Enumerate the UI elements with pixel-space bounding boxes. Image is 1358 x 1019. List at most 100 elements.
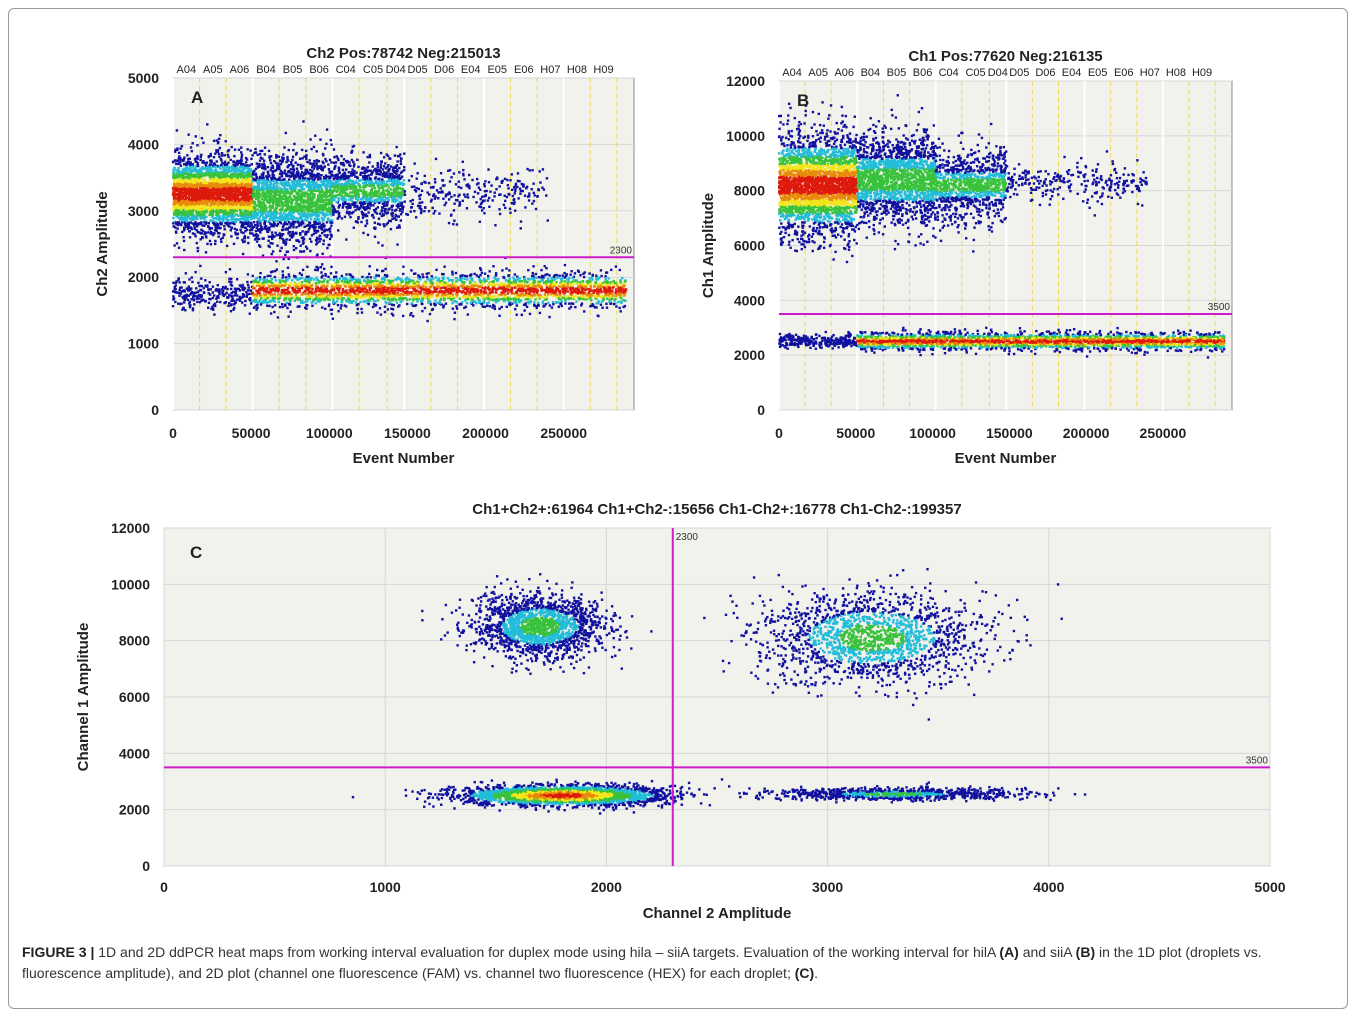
droplet-dot xyxy=(316,168,318,170)
droplet-dot xyxy=(175,162,177,164)
droplet-dot xyxy=(380,152,382,154)
droplet-dot xyxy=(275,214,277,216)
droplet-dot xyxy=(173,200,175,202)
droplet-dot xyxy=(241,226,243,228)
droplet-dot xyxy=(202,142,204,144)
droplet-dot xyxy=(255,168,257,170)
droplet-dot xyxy=(311,170,313,172)
droplet-dot xyxy=(271,165,273,167)
droplet-dot xyxy=(391,218,393,220)
droplet-dot xyxy=(346,188,348,190)
droplet-dot xyxy=(281,184,283,186)
droplet-dot xyxy=(255,187,257,189)
droplet-dot xyxy=(199,265,201,267)
droplet-dot xyxy=(383,205,385,207)
droplet-dot xyxy=(281,196,283,198)
droplet-dot xyxy=(256,208,258,210)
droplet-dot xyxy=(379,173,381,175)
droplet-dot xyxy=(240,159,242,161)
droplet-dot xyxy=(205,251,207,253)
droplet-dot xyxy=(219,221,221,223)
droplet-dot xyxy=(323,180,325,182)
droplet-dot xyxy=(207,231,209,233)
droplet-dot xyxy=(243,197,245,199)
droplet-dot xyxy=(237,193,239,195)
droplet-dot xyxy=(229,222,231,224)
droplet-dot xyxy=(264,183,266,185)
droplet-dot xyxy=(381,193,383,195)
droplet-dot xyxy=(298,213,300,215)
droplet-dot xyxy=(372,214,374,216)
droplet-dot xyxy=(233,210,235,212)
droplet-dot xyxy=(309,169,311,171)
droplet-dot xyxy=(204,231,206,233)
droplet-dot xyxy=(281,172,283,174)
droplet-dot xyxy=(295,232,297,234)
droplet-dot xyxy=(328,228,330,230)
droplet-dot xyxy=(258,196,260,198)
droplet-dot xyxy=(224,161,226,163)
droplet-dot xyxy=(227,174,229,176)
droplet-dot xyxy=(324,204,326,206)
droplet-dot xyxy=(340,162,342,164)
droplet-dot xyxy=(185,204,187,206)
droplet-dot xyxy=(378,178,380,180)
droplet-dot xyxy=(380,200,382,202)
droplet-dot xyxy=(280,163,282,165)
droplet-dot xyxy=(366,219,368,221)
droplet-dot xyxy=(337,159,339,161)
droplet-dot xyxy=(180,215,182,217)
droplet-dot xyxy=(188,224,190,226)
droplet-dot xyxy=(231,187,233,189)
droplet-dot xyxy=(277,198,279,200)
droplet-dot xyxy=(221,154,223,156)
droplet-dot xyxy=(330,224,332,226)
droplet-dot xyxy=(246,203,248,205)
droplet-dot xyxy=(195,135,197,137)
droplet-dot xyxy=(267,275,269,277)
droplet-dot xyxy=(250,184,252,186)
droplet-dot xyxy=(231,215,233,217)
droplet-dot xyxy=(284,254,286,256)
droplet-dot xyxy=(264,198,266,200)
droplet-dot xyxy=(310,240,312,242)
droplet-dot xyxy=(204,173,206,175)
droplet-dot xyxy=(243,176,245,178)
droplet-dot xyxy=(182,160,184,162)
droplet-dot xyxy=(306,247,308,249)
droplet-dot xyxy=(323,239,325,241)
droplet-dot xyxy=(300,200,302,202)
droplet-dot xyxy=(292,226,294,228)
droplet-dot xyxy=(253,234,255,236)
droplet-dot xyxy=(322,162,324,164)
droplet-dot xyxy=(190,210,192,212)
droplet-dot xyxy=(207,201,209,203)
droplet-dot xyxy=(251,163,253,165)
droplet-dot xyxy=(183,240,185,242)
droplet-dot xyxy=(362,151,364,153)
droplet-dot xyxy=(229,170,231,172)
droplet-dot xyxy=(272,167,274,169)
droplet-dot xyxy=(193,174,195,176)
droplet-dot xyxy=(300,208,302,210)
droplet-dot xyxy=(268,186,270,188)
droplet-dot xyxy=(216,139,218,141)
droplet-dot xyxy=(293,245,295,247)
droplet-dot xyxy=(280,208,282,210)
droplet-dot xyxy=(230,235,232,237)
droplet-dot xyxy=(332,174,334,176)
well-label: B05 xyxy=(283,64,303,76)
droplet-dot xyxy=(196,202,198,204)
droplet-dot xyxy=(276,244,278,246)
droplet-dot xyxy=(395,146,397,148)
droplet-dot xyxy=(236,233,238,235)
droplet-dot xyxy=(220,158,222,160)
droplet-dot xyxy=(389,158,391,160)
droplet-dot xyxy=(348,203,350,205)
droplet-dot xyxy=(241,239,243,241)
droplet-dot xyxy=(379,195,381,197)
droplet-dot xyxy=(316,219,318,221)
droplet-dot xyxy=(253,221,255,223)
droplet-dot xyxy=(189,166,191,168)
droplet-dot xyxy=(318,226,320,228)
